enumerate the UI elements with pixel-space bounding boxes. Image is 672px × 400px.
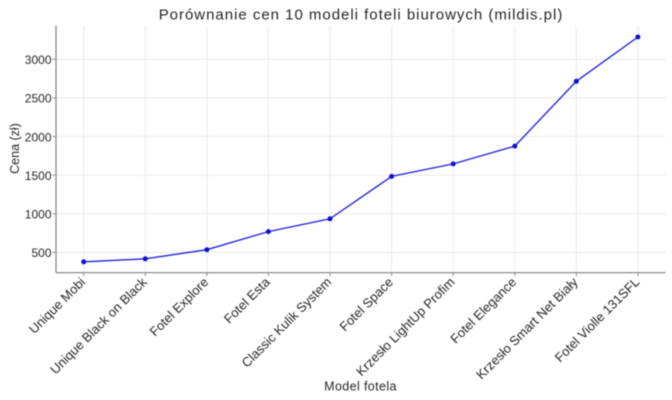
svg-text:1500: 1500 xyxy=(25,169,52,183)
svg-text:Porównanie cen 10 modeli fotel: Porównanie cen 10 modeli foteli biurowyc… xyxy=(159,6,564,23)
svg-text:500: 500 xyxy=(31,246,51,260)
svg-text:2000: 2000 xyxy=(25,130,52,144)
svg-text:1000: 1000 xyxy=(25,208,52,222)
svg-text:3000: 3000 xyxy=(25,53,52,67)
svg-text:2500: 2500 xyxy=(25,92,52,106)
svg-text:Cena (zł): Cena (zł) xyxy=(8,123,22,174)
svg-text:Model fotela: Model fotela xyxy=(324,379,397,393)
